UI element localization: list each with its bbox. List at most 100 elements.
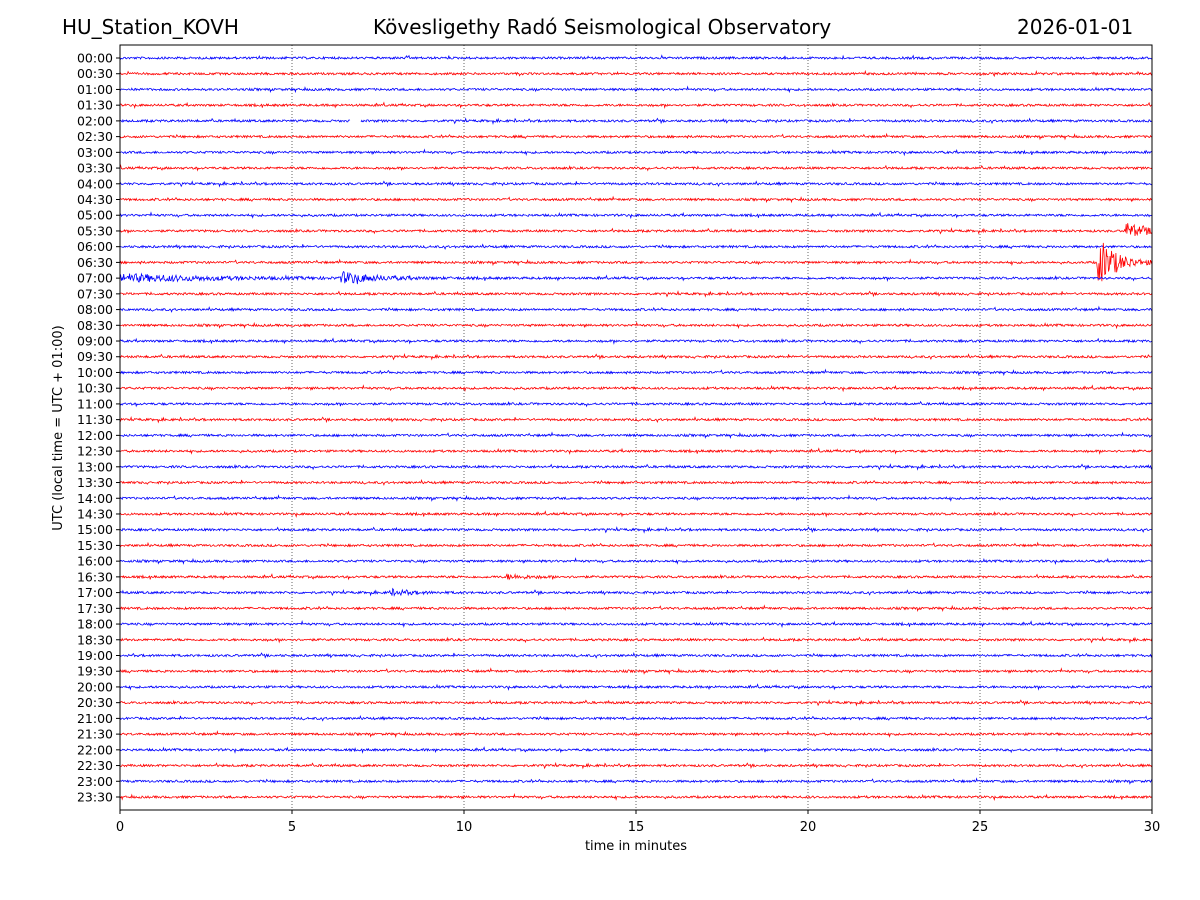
x-tick-label: 25 <box>972 820 989 835</box>
y-tick-label: 23:00 <box>77 774 113 789</box>
trace-0400 <box>119 180 1153 188</box>
y-tick-label: 02:30 <box>77 129 113 144</box>
trace-2300 <box>119 777 1153 785</box>
y-tick-label: 10:30 <box>77 381 113 396</box>
trace-0030 <box>119 69 1153 78</box>
trace-1400 <box>119 494 1153 502</box>
trace-1730 <box>119 604 1153 613</box>
trace-0000 <box>119 54 1153 61</box>
trace-0300 <box>119 148 1153 157</box>
y-tick-label: 14:30 <box>77 506 113 521</box>
y-tick-label: 03:30 <box>77 161 113 176</box>
y-tick-label: 04:00 <box>77 176 113 191</box>
trace-1600 <box>119 557 1153 566</box>
y-tick-label: 21:30 <box>77 727 113 742</box>
trace-1700 <box>119 587 1153 597</box>
y-tick-label: 09:00 <box>77 334 113 349</box>
x-axis-label: time in minutes <box>585 839 687 854</box>
trace-1630 <box>119 573 1153 581</box>
chart-date: 2026-01-01 <box>1017 15 1134 39</box>
trace-1530 <box>119 541 1153 548</box>
y-tick-label: 08:00 <box>77 302 113 317</box>
y-tick-label: 16:00 <box>77 554 113 569</box>
x-tick-label: 0 <box>116 820 124 835</box>
trace-2330 <box>119 793 1153 801</box>
y-tick-label: 01:30 <box>77 98 113 113</box>
chart-title: Kövesligethy Radó Seismological Observat… <box>373 15 832 39</box>
trace-0900 <box>119 337 1153 345</box>
y-tick-label: 06:30 <box>77 255 113 270</box>
trace-0530 <box>119 223 1153 237</box>
trace-0130 <box>119 101 1153 110</box>
y-tick-label: 22:30 <box>77 758 113 773</box>
y-tick-label: 09:30 <box>77 349 113 364</box>
x-tick-label: 10 <box>456 820 473 835</box>
y-tick-label: 10:00 <box>77 365 113 380</box>
y-tick-label: 22:00 <box>77 742 113 757</box>
y-tick-label: 14:00 <box>77 491 113 506</box>
y-tick-label: 12:00 <box>77 428 113 443</box>
x-tick-label: 5 <box>288 820 296 835</box>
trace-0230 <box>119 132 1153 141</box>
trace-0330 <box>119 164 1153 172</box>
trace-1300 <box>119 463 1153 471</box>
y-tick-label: 17:00 <box>77 585 113 600</box>
trace-1330 <box>119 479 1153 486</box>
trace-2130 <box>119 730 1153 738</box>
trace-1500 <box>119 526 1153 534</box>
y-tick-label: 13:00 <box>77 459 113 474</box>
x-tick-label: 20 <box>800 820 817 835</box>
trace-0930 <box>119 353 1153 361</box>
y-tick-label: 20:30 <box>77 695 113 710</box>
trace-2030 <box>119 699 1153 707</box>
station-name: HU_Station_KOVH <box>62 15 239 39</box>
y-tick-label: 00:30 <box>77 66 113 81</box>
trace-0200 <box>119 117 351 124</box>
y-tick-label: 08:30 <box>77 318 113 333</box>
y-tick-label: 03:00 <box>77 145 113 160</box>
trace-2100 <box>119 714 1153 722</box>
trace-0730 <box>119 290 1153 298</box>
y-axis-label: UTC (local time = UTC + 01:00) <box>51 325 66 530</box>
x-tick-label: 15 <box>628 820 645 835</box>
y-tick-label: 17:30 <box>77 601 113 616</box>
y-tick-label: 05:30 <box>77 223 113 238</box>
trace-0100 <box>119 85 1153 94</box>
y-tick-label: 19:00 <box>77 648 113 663</box>
trace-1230 <box>119 447 1153 455</box>
y-tick-label: 11:30 <box>77 412 113 427</box>
y-tick-label: 01:00 <box>77 82 113 97</box>
y-tick-label: 05:00 <box>77 208 113 223</box>
trace-0630 <box>119 242 1153 282</box>
trace-1800 <box>119 620 1153 628</box>
trace-1830 <box>119 636 1153 644</box>
trace-1000 <box>120 368 1153 377</box>
y-tick-label: 00:00 <box>77 51 113 66</box>
trace-1030 <box>119 384 1153 393</box>
trace-2200 <box>119 746 1153 754</box>
y-tick-label: 11:00 <box>77 396 113 411</box>
trace-0430 <box>119 195 1153 204</box>
trace-0500 <box>119 211 1153 220</box>
trace-2230 <box>119 761 1153 770</box>
trace-2000 <box>119 683 1153 691</box>
y-tick-label: 07:00 <box>77 271 113 286</box>
y-tick-label: 12:30 <box>77 444 113 459</box>
y-tick-label: 13:30 <box>77 475 113 490</box>
trace-1130 <box>119 415 1153 424</box>
y-tick-label: 02:00 <box>77 113 113 128</box>
y-tick-label: 07:30 <box>77 286 113 301</box>
trace-1930 <box>119 667 1153 675</box>
trace-1900 <box>119 652 1153 659</box>
y-tick-label: 15:30 <box>77 538 113 553</box>
trace-1200 <box>119 431 1153 440</box>
y-tick-label: 15:00 <box>77 522 113 537</box>
y-tick-label: 19:30 <box>77 664 113 679</box>
trace-1100 <box>119 400 1153 408</box>
trace-0800 <box>119 305 1153 313</box>
y-tick-label: 23:30 <box>77 790 113 805</box>
trace-0830 <box>120 321 1152 330</box>
trace-0200 <box>360 117 1153 125</box>
y-tick-label: 20:00 <box>77 679 113 694</box>
